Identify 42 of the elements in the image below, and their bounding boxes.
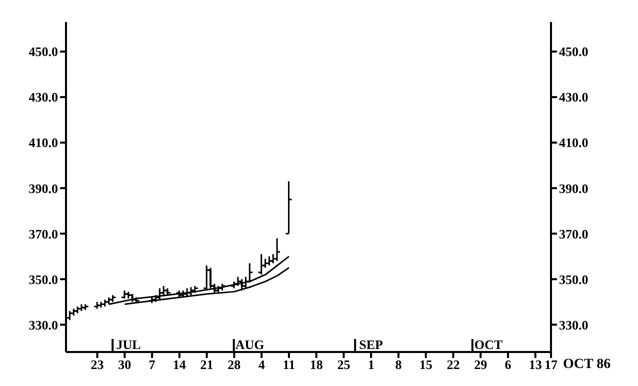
x-tick-label: 18: [310, 357, 324, 372]
x-tick-label: 23: [90, 357, 104, 372]
candlestick: [175, 290, 183, 298]
x-tick-label: 29: [474, 357, 488, 372]
x-tick-label: 28: [228, 357, 242, 372]
x-tick-label: 7: [148, 357, 156, 372]
y2-tick-label: 390.0: [559, 180, 588, 196]
y-tick-label: 370.0: [28, 226, 58, 242]
x2-tick-label: AUG: [235, 337, 264, 352]
y2-tick-label: 410.0: [559, 135, 588, 150]
x-tick-label: 30: [118, 357, 132, 372]
x-tick-label: 15: [419, 357, 433, 372]
y-tick-label: 410.0: [28, 135, 58, 150]
candlestick: [191, 285, 199, 294]
y-tick-label: 330.0: [28, 317, 58, 332]
x-axis-title: OCT 86: [563, 356, 611, 374]
candlestick: [70, 308, 78, 316]
x-tick-label: 25: [337, 357, 351, 372]
candlestick: [218, 282, 226, 292]
y-tick-label: 390.0: [28, 180, 58, 196]
y-tick-label: 350.0: [28, 272, 58, 287]
y2-tick-label: 330.0: [559, 317, 588, 332]
x-tick-label: 8: [395, 357, 402, 372]
x2-tick-label: OCT: [474, 337, 503, 352]
y2-tick-label: 370.0: [559, 226, 588, 242]
y-tick-label: 430.0: [28, 90, 58, 105]
candlestick: [82, 303, 90, 311]
x-tick-label: 21: [200, 357, 214, 372]
x-tick-label: 17: [544, 357, 558, 372]
x2-tick-label: SEP: [359, 337, 384, 352]
x-tick-label: 14: [172, 357, 186, 372]
x2-tick-label: JUL: [116, 337, 142, 352]
x-tick-label: 4: [258, 357, 266, 372]
y2-tick-label: 450.0: [559, 44, 588, 60]
y-tick-label: 450.0: [28, 44, 58, 60]
x-tick-label: 13: [528, 357, 542, 372]
y2-tick-label: 430.0: [559, 90, 588, 105]
y2-tick-label: 350.0: [559, 272, 588, 287]
x-tick-label: 1: [368, 357, 374, 372]
x-tick-label: 11: [282, 357, 296, 372]
x-tick-label: 22: [446, 357, 460, 372]
x-tick-label: 6: [504, 357, 512, 372]
